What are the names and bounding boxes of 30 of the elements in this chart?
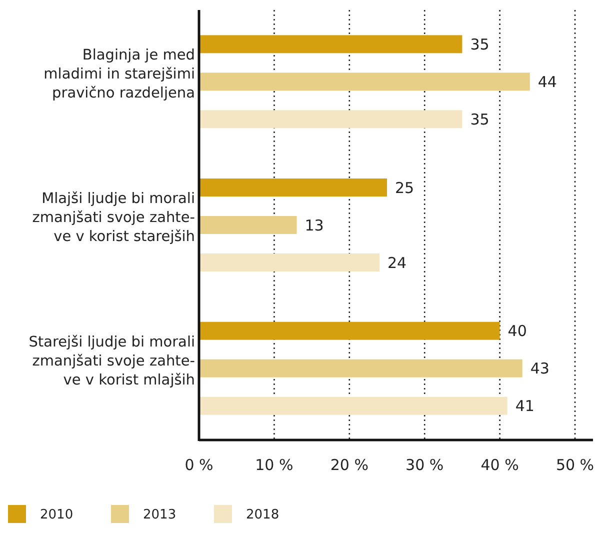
bar: [199, 216, 297, 234]
legend-label: 2010: [40, 508, 74, 523]
y-tick-label: Mlajši ljudje bi morali zmanjšati svoje zahte- ve v korist starejših: [32, 191, 195, 246]
data-label: 40: [508, 322, 527, 340]
x-tick-label: 20 %: [330, 456, 368, 474]
x-tick-label: 0 %: [184, 456, 214, 474]
y-tick-label: Starejši ljudje bi morali zmanjšati svoje zahte- ve v korist mlajših: [28, 334, 195, 388]
data-label: 44: [538, 72, 557, 91]
data-label: 35: [470, 35, 490, 54]
bar: [199, 396, 508, 415]
data-label: 43: [530, 360, 550, 378]
bar: [199, 72, 530, 91]
data-label: 24: [387, 254, 407, 272]
x-tick-label: 10 %: [255, 456, 294, 474]
bar: [199, 178, 387, 196]
data-label: 13: [304, 216, 324, 234]
x-tick-label: 50 %: [556, 456, 594, 474]
bar: [199, 322, 500, 340]
data-label: 41: [515, 397, 534, 416]
data-label: 35: [470, 110, 490, 128]
data-label: 25: [395, 178, 414, 197]
bar: [199, 359, 522, 378]
bar: [199, 110, 462, 128]
bar: [199, 254, 380, 272]
legend-label: 2013: [143, 508, 176, 523]
x-tick-label: 30 %: [406, 456, 444, 474]
x-tick-label: 40 %: [480, 456, 519, 474]
bar: [199, 35, 462, 54]
legend-label: 2018: [246, 508, 280, 523]
y-tick-label: Blaginja je med mladimi in starejšimi pravično razdeljena: [44, 48, 195, 102]
